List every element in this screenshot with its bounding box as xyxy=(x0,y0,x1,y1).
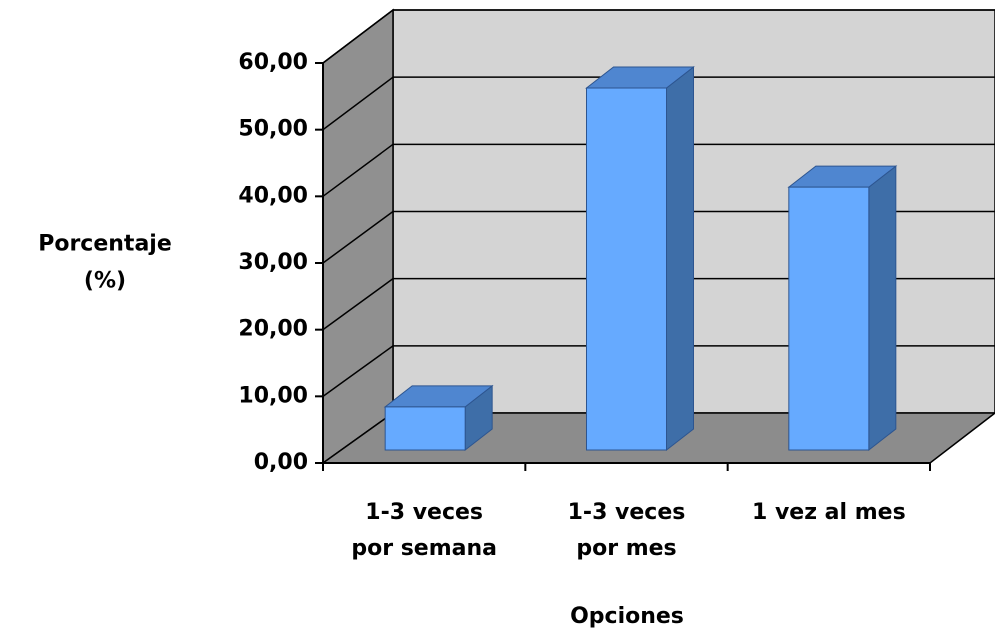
bars xyxy=(383,65,898,452)
grid-line xyxy=(322,76,394,131)
grid-line xyxy=(322,9,394,64)
y-tick-label: 30,00 xyxy=(238,250,308,275)
grid-line xyxy=(322,278,394,331)
bar-front xyxy=(586,87,667,451)
bar xyxy=(383,384,494,452)
bar xyxy=(585,65,695,452)
bar-front xyxy=(384,406,466,451)
y-axis-label: Porcentaje (%) xyxy=(38,232,172,294)
grid-line xyxy=(322,143,394,197)
grid-line xyxy=(322,210,394,264)
y-tick-label: 40,00 xyxy=(238,183,308,208)
bar-front xyxy=(788,186,870,451)
bar xyxy=(787,165,898,452)
bar-side xyxy=(666,65,694,452)
bar-side xyxy=(868,165,897,452)
x-axis-label: Opciones xyxy=(570,604,684,629)
y-tick-label: 50,00 xyxy=(238,117,308,142)
y-tick-label: 20,00 xyxy=(238,317,308,342)
grid-line xyxy=(322,345,394,397)
y-tick-label: 0,00 xyxy=(254,450,308,475)
x-tick-label: 1-3 veces por semana xyxy=(351,500,497,561)
x-tick-label: 1 vez al mes xyxy=(752,500,906,525)
y-tick-label: 10,00 xyxy=(238,383,308,408)
x-tick-label: 1-3 veces por mes xyxy=(568,500,686,561)
y-tick-label: 60,00 xyxy=(238,50,308,75)
